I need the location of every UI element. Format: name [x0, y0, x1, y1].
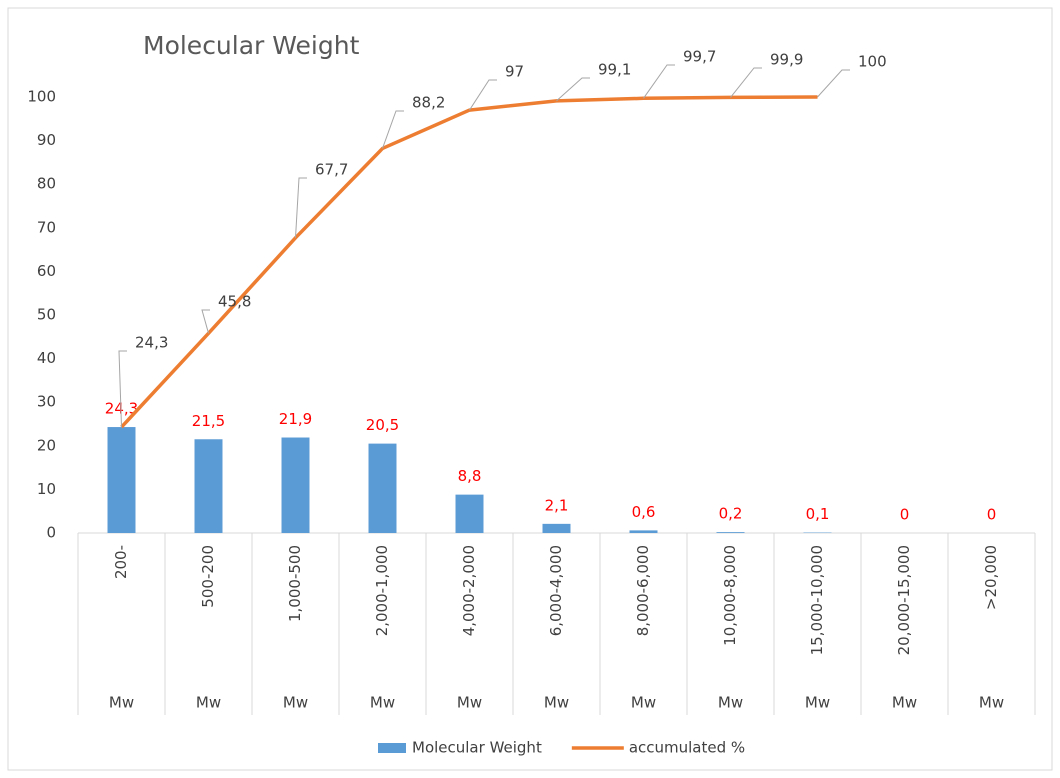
bar [194, 439, 223, 533]
x-tick-label: 10,000-8,000 [721, 545, 739, 646]
data-label: 0,2 [719, 505, 743, 523]
data-label: 8,8 [458, 467, 482, 485]
legend-label: Molecular Weight [412, 739, 542, 757]
leader-line [295, 177, 307, 238]
data-label: 99,9 [770, 51, 803, 69]
leader-line [817, 69, 850, 98]
x-group-label: Mw [457, 694, 482, 712]
y-tick-label: 100 [27, 88, 56, 106]
x-tick-label: >20,000 [982, 545, 1000, 610]
x-tick-label: 6,000-4,000 [547, 545, 565, 636]
x-tick-label: 200- [112, 545, 130, 579]
x-tick-label: 4,000-2,000 [460, 545, 478, 636]
x-group-label: Mw [370, 694, 395, 712]
bar [455, 494, 484, 533]
leader-line [469, 79, 497, 111]
x-group-label: Mw [979, 694, 1004, 712]
data-label: 97 [505, 63, 524, 81]
data-label: 99,1 [598, 61, 631, 79]
data-label: 88,2 [412, 94, 445, 112]
x-tick-label: 500-200 [199, 545, 217, 608]
data-label: 67,7 [315, 161, 348, 179]
y-tick-label: 50 [37, 306, 56, 324]
data-label: 20,5 [366, 416, 399, 434]
x-tick-label: 1,000-500 [286, 545, 304, 622]
bar [542, 523, 571, 533]
chart-border [7, 7, 1053, 771]
y-tick-label: 60 [37, 262, 56, 280]
leader-line [118, 350, 127, 428]
bar [368, 443, 397, 533]
leader-line [643, 64, 675, 99]
x-group-label: Mw [718, 694, 743, 712]
x-tick-label: 20,000-15,000 [895, 545, 913, 655]
y-tick-label: 40 [37, 349, 56, 367]
data-label: 99,7 [683, 48, 716, 66]
data-label: 45,8 [218, 293, 251, 311]
leader-line [382, 110, 404, 149]
y-tick-label: 90 [37, 131, 56, 149]
x-group-label: Mw [805, 694, 830, 712]
x-tick-label: 2,000-1,000 [373, 545, 391, 636]
data-label: 0,6 [632, 503, 656, 521]
y-tick-label: 80 [37, 175, 56, 193]
y-tick-label: 0 [46, 524, 56, 542]
bar [281, 437, 310, 533]
y-tick-label: 20 [37, 436, 56, 454]
x-tick-label: 8,000-6,000 [634, 545, 652, 636]
x-group-label: Mw [283, 694, 308, 712]
data-label: 24,3 [135, 334, 168, 352]
legend-label: accumulated % [629, 739, 745, 757]
data-label: 21,5 [192, 412, 225, 430]
y-tick-label: 70 [37, 218, 56, 236]
legend-swatch [378, 743, 406, 753]
data-label: 0 [987, 506, 997, 524]
data-label: 24,3 [105, 400, 138, 418]
data-label: 0,1 [806, 505, 830, 523]
y-tick-label: 10 [37, 480, 56, 498]
data-label: 21,9 [279, 410, 312, 428]
x-group-label: Mw [631, 694, 656, 712]
data-label: 2,1 [545, 496, 569, 514]
data-label: 0 [900, 506, 910, 524]
chart-title: Molecular Weight [143, 31, 360, 60]
leader-line [201, 309, 210, 334]
y-tick-label: 30 [37, 393, 56, 411]
x-group-label: Mw [544, 694, 569, 712]
x-tick-label: 15,000-10,000 [808, 545, 826, 655]
leader-line [730, 67, 762, 98]
x-group-label: Mw [892, 694, 917, 712]
x-group-label: Mw [196, 694, 221, 712]
bar [629, 530, 658, 533]
leader-line [556, 77, 590, 102]
bar [107, 427, 136, 533]
x-group-label: Mw [109, 694, 134, 712]
data-label: 100 [858, 53, 887, 71]
bar [716, 532, 745, 533]
